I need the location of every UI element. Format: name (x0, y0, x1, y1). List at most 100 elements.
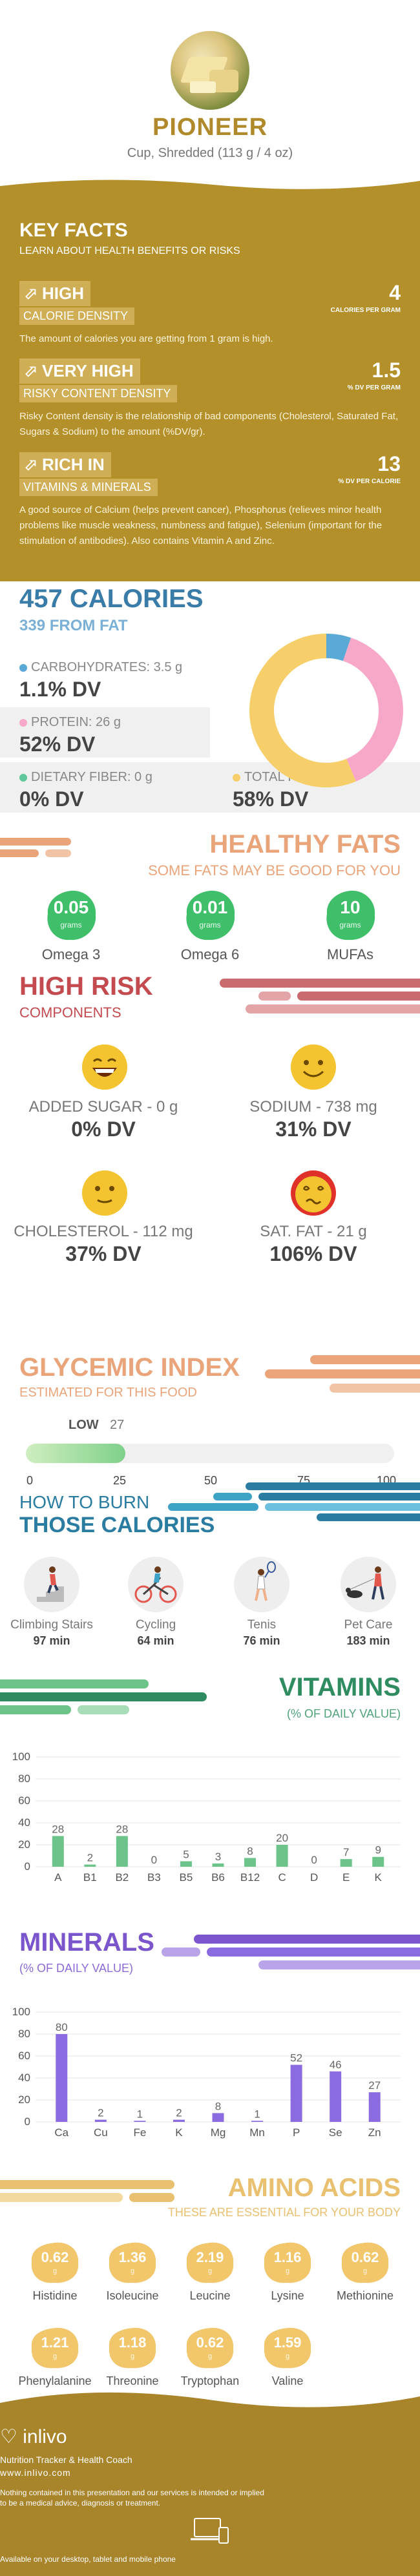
macro-donut-chart (249, 634, 403, 787)
mineral-category-label: Mn (249, 2126, 265, 2139)
omega6-unit: grams (199, 920, 221, 930)
mineral-value-label: 52 (290, 2052, 302, 2064)
footer-availability: Available on your desktop, tablet and mo… (0, 2555, 176, 2564)
vitamin-ytick: 20 (18, 1838, 30, 1851)
burn-decoration (168, 1482, 420, 1521)
mineral-bar (134, 2121, 146, 2122)
fact-description: The amount of calories you are getting f… (19, 333, 273, 344)
vitamin-value-label: 2 (87, 1852, 93, 1864)
brand-logo[interactable]: ♡ inlivo (0, 2425, 420, 2448)
key-facts-bottom-wave (0, 556, 420, 574)
vitamin-ytick: 0 (25, 1860, 30, 1873)
vitamins-decoration (0, 1679, 207, 1714)
vitamin-category-label: B12 (240, 1871, 260, 1884)
mineral-ytick: 40 (18, 2072, 30, 2084)
footer-website[interactable]: www.inlivo.com (0, 2467, 71, 2478)
vitamin-category-label: B2 (115, 1871, 129, 1884)
smiling-face-icon (291, 1044, 336, 1090)
macro-fiber: DIETARY FIBER: 0 g 0% DV (19, 762, 213, 813)
mineral-ytick: 60 (18, 2050, 30, 2062)
footer-disclaimer: to be a medical advice, diagnosis or tre… (0, 2498, 161, 2508)
mineral-value-label: 46 (330, 2059, 342, 2071)
fact-unit: CALORIES PER GRAM (330, 307, 401, 314)
donut-slice-protein (342, 638, 403, 782)
mineral-ytick: 20 (18, 2093, 30, 2106)
omega6-label: Omega 6 (180, 946, 240, 962)
omega3-blob: 0.05 grams (44, 888, 98, 942)
vitamin-category-label: B3 (147, 1871, 161, 1884)
mineral-bar (330, 2071, 342, 2122)
devices-icon (191, 2518, 229, 2544)
macro-dv: 0% DV (19, 787, 84, 811)
heart-icon: ♡ (0, 2426, 17, 2447)
vitamins-title: VITAMINS (278, 1673, 401, 1701)
glycemic-tick: 25 (112, 1474, 127, 1487)
amino-unit: g (52, 2267, 58, 2275)
amino-label: Phenylalanine (18, 2374, 92, 2387)
vitamin-category-label: B6 (211, 1871, 225, 1884)
amino-value: 1.36 (118, 2249, 147, 2265)
amino-unit: g (207, 2267, 213, 2275)
omega6-blob: 0.01 grams (183, 888, 237, 942)
fact-level: RICH IN (42, 455, 105, 474)
macro-protein: PROTEIN: 26 g 52% DV (0, 707, 210, 758)
mineral-category-label: Mg (211, 2126, 226, 2139)
vitamin-category-label: A (54, 1871, 62, 1884)
fact-description: A good source of Calcium (helps prevent … (19, 504, 383, 546)
burn-title-line1: HOW TO BURN (19, 1492, 150, 1512)
mineral-category-label: Cu (94, 2126, 108, 2139)
vitamin-bar (372, 1856, 384, 1867)
arrow-up-icon: ⬀ (23, 361, 37, 380)
activity-value: 183 min (346, 1634, 390, 1647)
mineral-value-label: 8 (215, 2100, 221, 2112)
mineral-bar (94, 2119, 107, 2122)
vitamin-bar (84, 1864, 96, 1867)
activity-label: Cycling (135, 1618, 176, 1632)
mineral-bar (212, 2113, 224, 2122)
vitamins-subtitle: (% OF DAILY VALUE) (286, 1707, 401, 1720)
amino-unit: g (285, 2267, 290, 2275)
amino-label: Methionine (336, 2289, 394, 2302)
donut-slice-carbohydrates (326, 634, 352, 661)
amino-value: 0.62 (351, 2249, 379, 2265)
mineral-category-label: Zn (368, 2126, 381, 2139)
mineral-category-label: K (175, 2126, 183, 2139)
omega3-value: 0.05 (53, 897, 89, 917)
risky-content-fact: ⬀ VERY HIGH RISKY CONTENT DENSITY 1.5 % … (19, 358, 401, 440)
arrow-up-icon: ⬀ (23, 284, 37, 303)
amino-unit: g (130, 2267, 135, 2275)
amino-blob-methionine: 0.62 g (339, 2240, 391, 2285)
amino-blob-valine: 1.59 g (262, 2325, 313, 2371)
vitamin-bar (180, 1861, 192, 1867)
macro-label: CARBOHYDRATES: 3.5 g (31, 660, 183, 674)
laughing-face-icon (82, 1044, 127, 1090)
legend-dot (19, 663, 27, 672)
fact-value: 4 (389, 281, 401, 304)
omega3-unit: grams (60, 920, 82, 930)
amino-label: Threonine (106, 2374, 159, 2387)
fact-unit: % DV PER GRAM (347, 384, 401, 391)
fact-label: CALORIE DENSITY (19, 307, 135, 325)
vitamin-value-label: 28 (116, 1823, 128, 1835)
vitamin-category-label: B5 (180, 1871, 193, 1884)
amino-unit: g (285, 2353, 290, 2360)
vitamin-ytick: 80 (18, 1772, 30, 1785)
risk-label: CHOLESTEROL - 112 mg (14, 1223, 193, 1240)
mufas-blob: 10 grams (323, 888, 377, 942)
macro-dv: 1.1% DV (19, 678, 101, 701)
legend-dot (233, 773, 240, 782)
mineral-value-label: 2 (176, 2107, 182, 2119)
mineral-category-label: P (293, 2126, 300, 2139)
legend-dot (19, 773, 27, 782)
activity-value: 76 min (243, 1634, 280, 1647)
arrow-up-icon: ⬀ (23, 455, 37, 474)
mineral-ytick: 80 (18, 2028, 30, 2040)
glycemic-level: LOW (68, 1418, 99, 1432)
vitamin-bar (52, 1836, 64, 1867)
amino-blob-leucine: 2.19 g (184, 2240, 236, 2285)
footer (0, 2409, 420, 2576)
dizzy-face-icon (291, 1170, 336, 1216)
mineral-ytick: 100 (12, 2006, 30, 2018)
risk-dv: 0% DV (71, 1117, 136, 1141)
vitamin-value-label: 28 (52, 1823, 64, 1835)
